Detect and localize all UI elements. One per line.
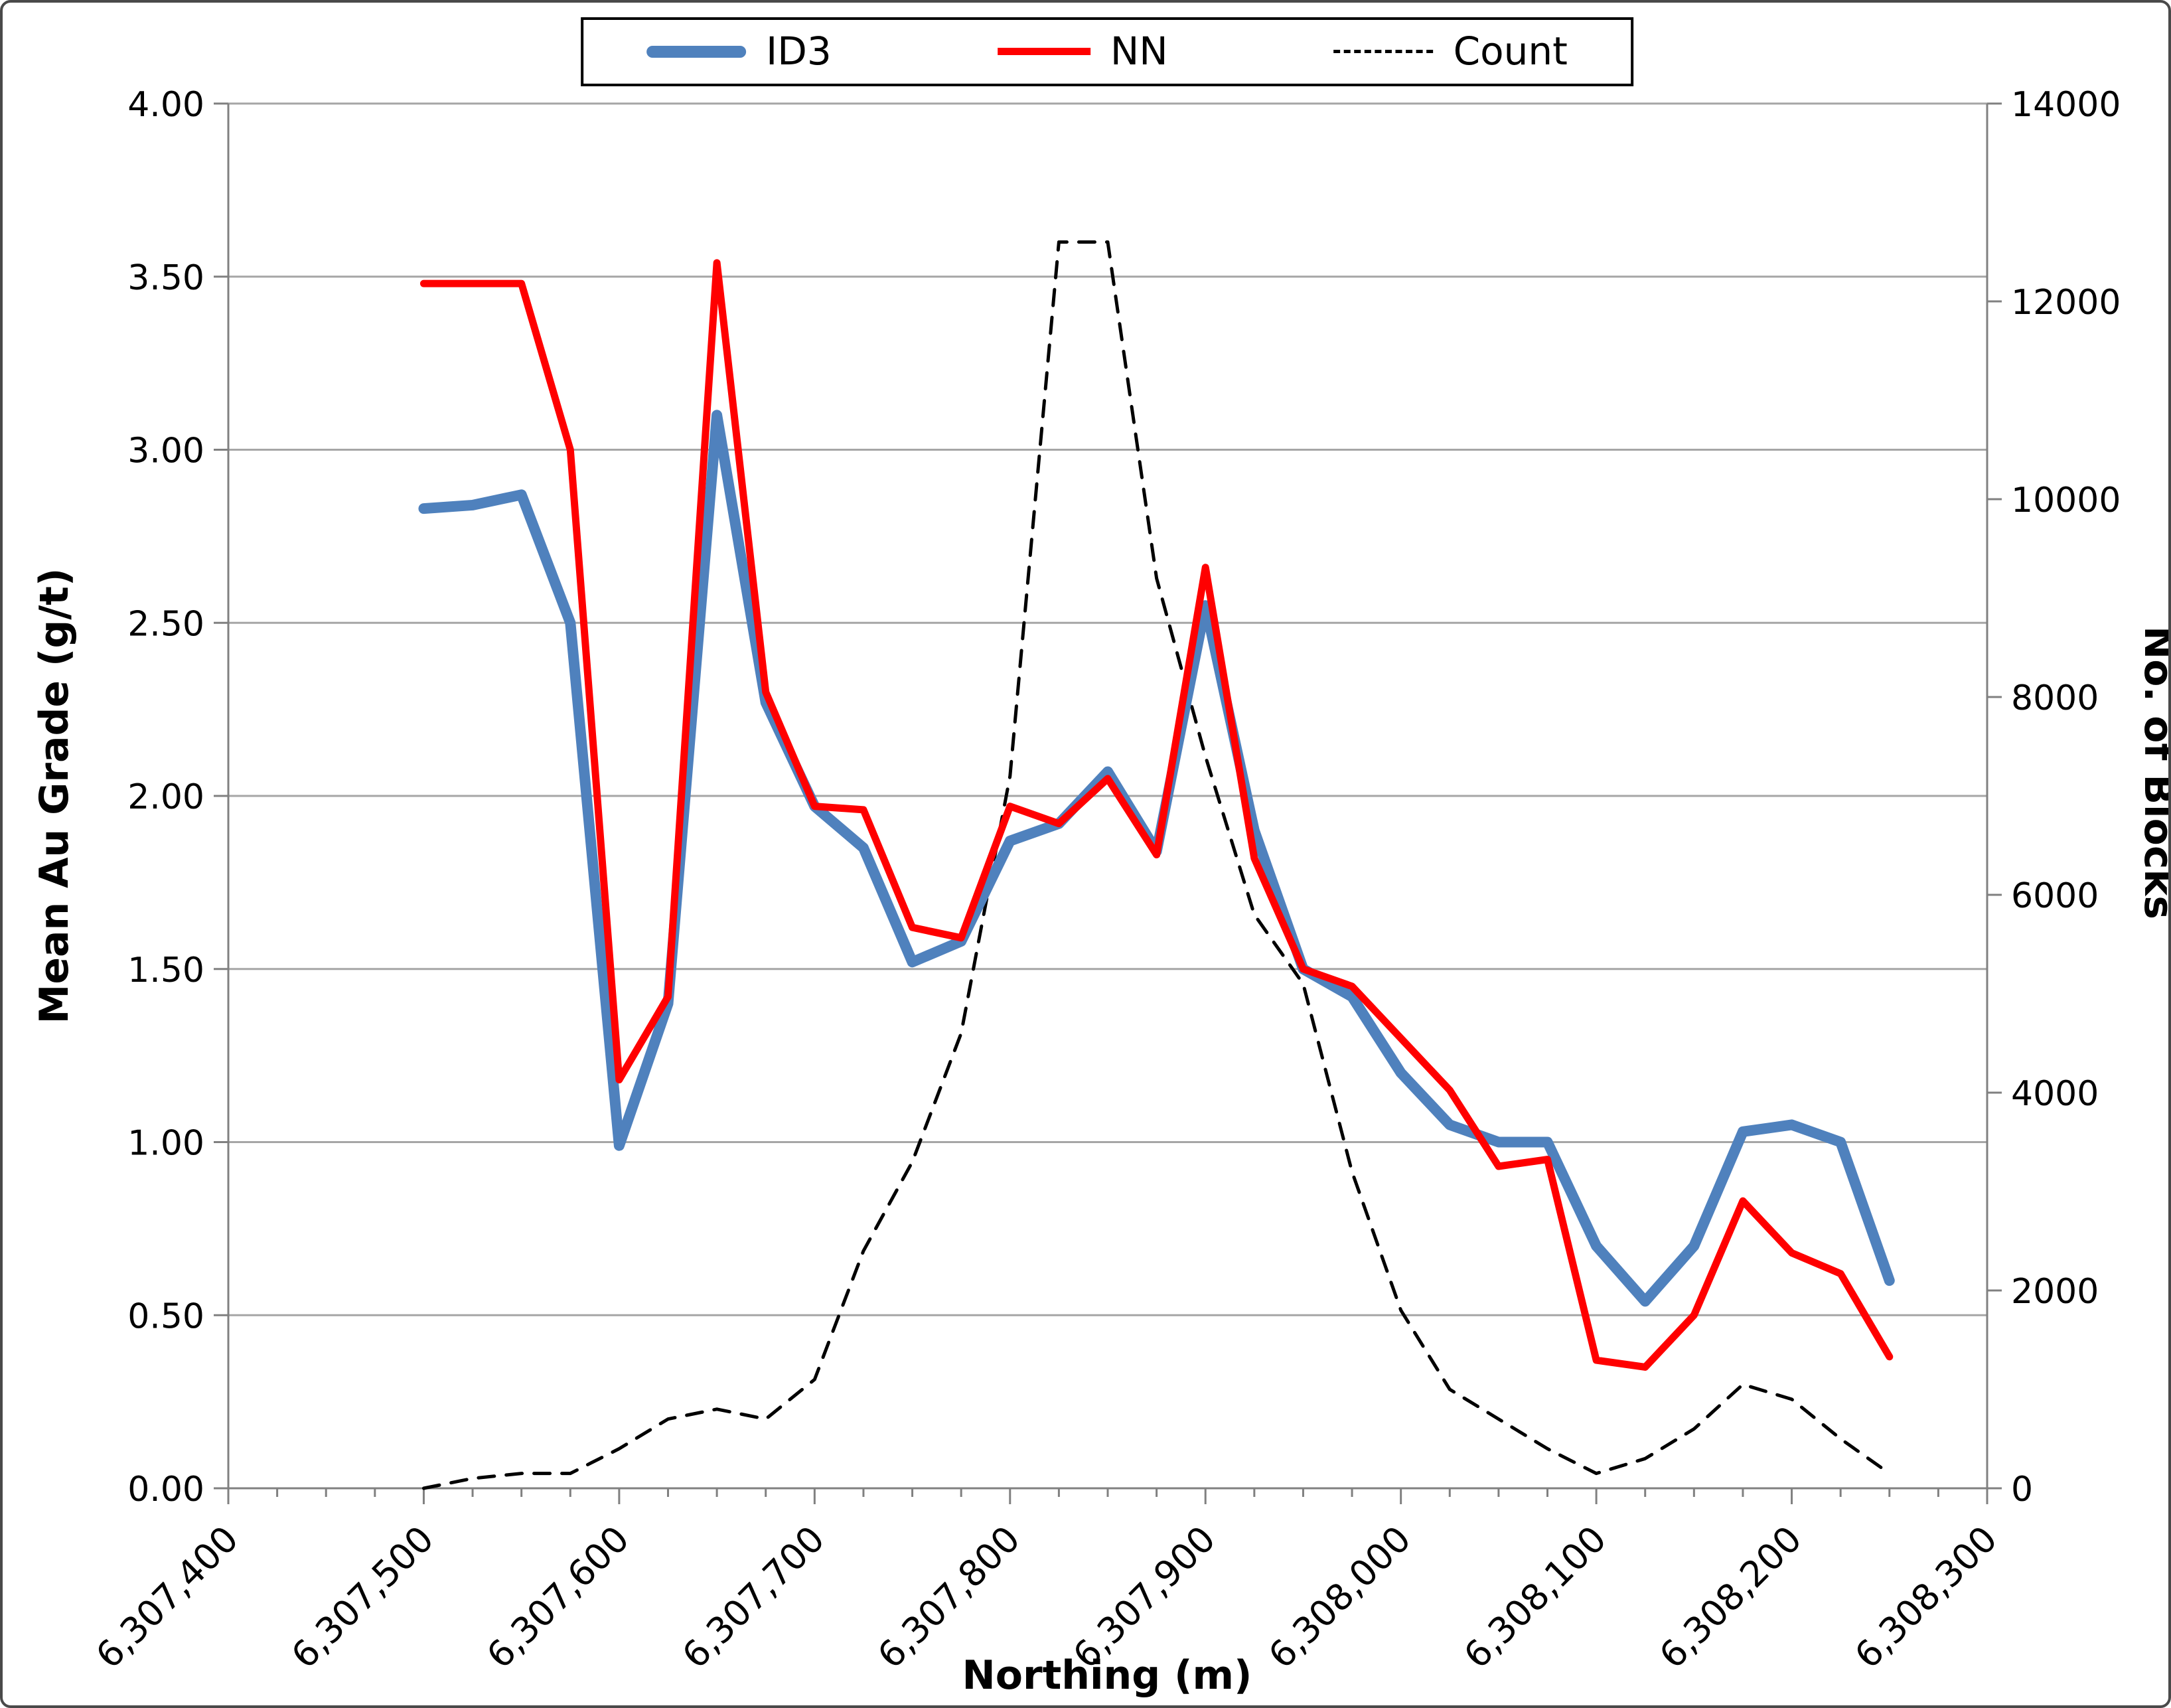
y-right-tick-label: 12000 bbox=[2011, 283, 2121, 323]
legend-label-id3: ID3 bbox=[766, 29, 832, 74]
y-right-tick-label: 14000 bbox=[2011, 85, 2121, 125]
y-right-tick-label: 0 bbox=[2011, 1470, 2033, 1510]
legend-item-count: Count bbox=[1333, 29, 1568, 74]
y-left-tick-label: 3.00 bbox=[127, 431, 204, 471]
x-axis-title: Northing (m) bbox=[962, 1652, 1252, 1699]
x-tick-label: 6,308,200 bbox=[1651, 1518, 1810, 1677]
y-axis-left-labels: 0.00 0.50 1.00 1.50 2.00 2.50 3.00 3.50 4.00 bbox=[127, 85, 204, 1510]
axis-ticks bbox=[214, 102, 2002, 1504]
series-line-nn bbox=[419, 259, 1894, 1371]
y-axis-right-labels: 0 2000 4000 6000 8000 10000 12000 14000 bbox=[2011, 85, 2121, 1510]
y-axis-right-title: No. of Blocks bbox=[2135, 626, 2171, 919]
y-right-tick-label: 8000 bbox=[2011, 678, 2099, 718]
x-tick-label: 6,307,400 bbox=[88, 1518, 246, 1677]
legend-item-id3: ID3 bbox=[646, 29, 832, 74]
y-left-tick-label: 2.00 bbox=[127, 777, 204, 817]
y-right-tick-label: 2000 bbox=[2011, 1272, 2099, 1312]
y-left-tick-label: 0.50 bbox=[127, 1296, 204, 1336]
y-left-tick-label: 4.00 bbox=[127, 85, 204, 125]
legend-label-nn: NN bbox=[1110, 29, 1168, 74]
y-left-tick-label: 2.50 bbox=[127, 604, 204, 644]
x-tick-label: 6,307,600 bbox=[479, 1518, 637, 1677]
y-left-tick-label: 3.50 bbox=[127, 258, 204, 298]
x-tick-label: 6,308,300 bbox=[1846, 1518, 2005, 1677]
x-tick-label: 6,307,700 bbox=[674, 1518, 833, 1677]
y-left-tick-label: 1.50 bbox=[127, 951, 204, 990]
chart-canvas: 0.00 0.50 1.00 1.50 2.00 2.50 3.00 3.50 4.00 0 200… bbox=[31, 85, 2171, 1699]
count-line-sample-icon bbox=[1333, 50, 1434, 54]
series-line-count bbox=[421, 240, 1892, 1490]
y-left-tick-label: 1.00 bbox=[127, 1124, 204, 1164]
legend-label-count: Count bbox=[1453, 29, 1568, 74]
legend: ID3 NN Count bbox=[581, 17, 1633, 86]
y-right-tick-label: 4000 bbox=[2011, 1074, 2099, 1114]
x-tick-label: 6,308,000 bbox=[1260, 1518, 1419, 1677]
x-tick-label: 6,308,100 bbox=[1456, 1518, 1614, 1677]
y-axis-left-title: Mean Au Grade (g/t) bbox=[31, 568, 78, 1024]
y-right-tick-label: 6000 bbox=[2011, 876, 2099, 916]
legend-item-nn: NN bbox=[997, 29, 1168, 74]
gridlines bbox=[228, 102, 1987, 1316]
series-lines bbox=[418, 240, 1895, 1490]
y-right-tick-label: 10000 bbox=[2011, 481, 2121, 520]
nn-line-sample-icon bbox=[997, 48, 1090, 56]
x-tick-label: 6,307,500 bbox=[283, 1518, 442, 1677]
y-left-tick-label: 0.00 bbox=[127, 1470, 204, 1510]
id3-line-sample-icon bbox=[646, 45, 747, 58]
